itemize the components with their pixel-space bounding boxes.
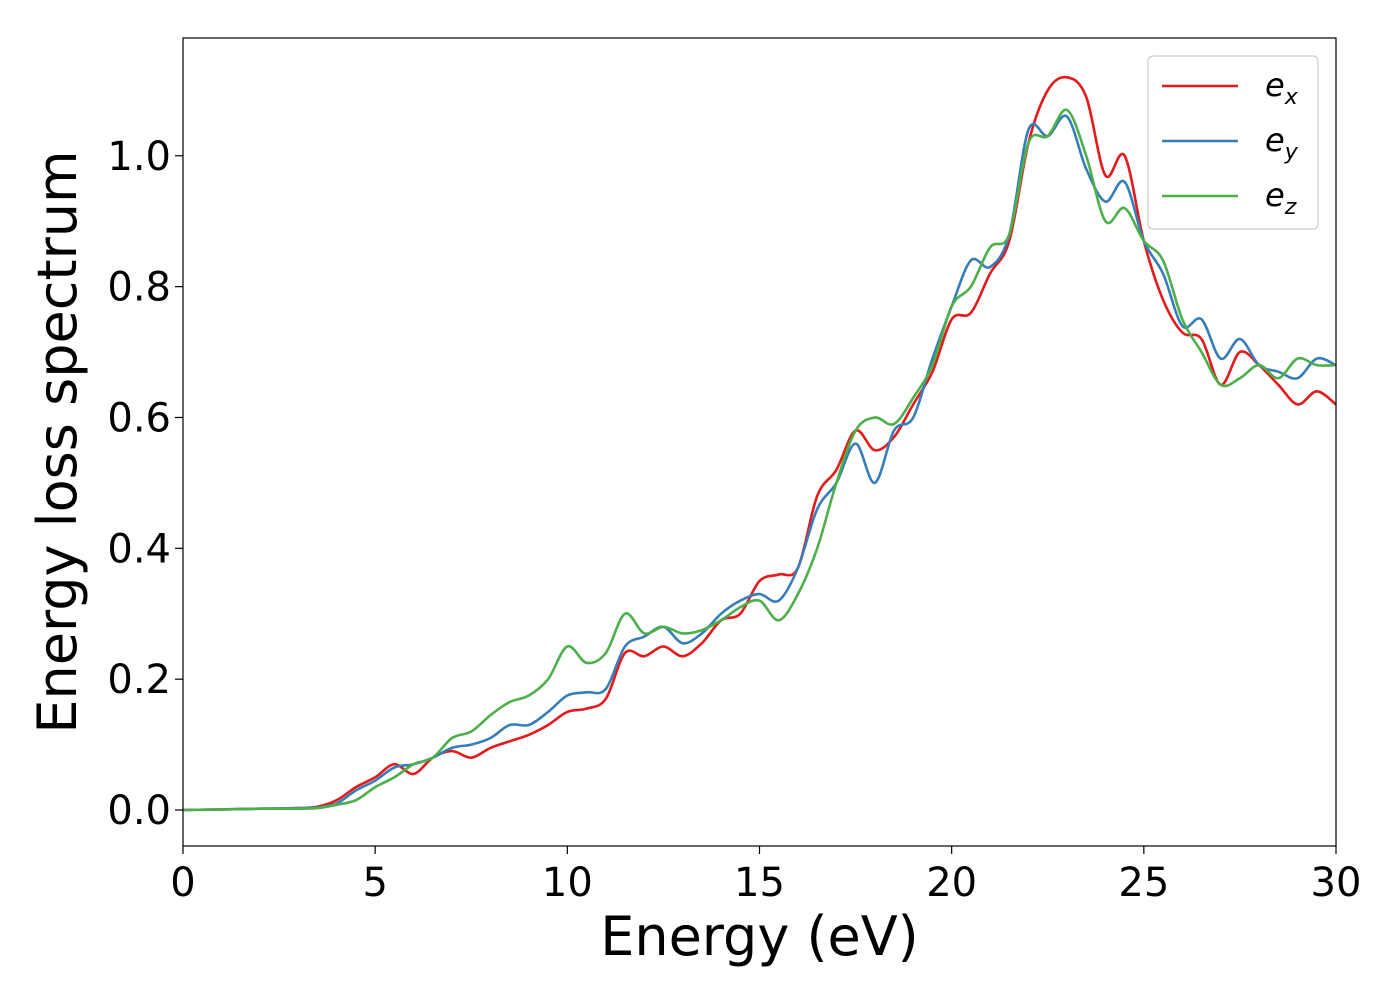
series-layer	[182, 75, 1337, 812]
y-tick-label: 0.6	[107, 395, 171, 441]
x-axis-ticks: 0 5 10 15 20 25 30	[170, 846, 1361, 906]
legend-box	[1147, 55, 1319, 230]
x-tick-label: 25	[1118, 860, 1169, 906]
x-tick-label: 10	[542, 860, 593, 906]
y-tick-label: 0.0	[107, 788, 171, 834]
y-axis-label: Energy loss spectrum	[26, 150, 89, 733]
x-tick-label: 15	[734, 860, 785, 906]
x-tick-label: 0	[170, 860, 195, 906]
x-tick-label: 20	[926, 860, 977, 906]
series-line-ez	[182, 108, 1337, 812]
x-tick-label: 5	[362, 860, 387, 906]
y-axis-ticks: 0.0 0.2 0.4 0.6 0.8 1.0	[107, 134, 183, 834]
x-axis-label: Energy (eV)	[600, 905, 919, 968]
x-tick-label: 30	[1311, 860, 1362, 906]
y-tick-label: 0.4	[107, 526, 171, 572]
y-tick-label: 0.8	[107, 265, 171, 311]
y-tick-label: 0.2	[107, 657, 171, 703]
y-tick-label: 1.0	[107, 134, 171, 180]
